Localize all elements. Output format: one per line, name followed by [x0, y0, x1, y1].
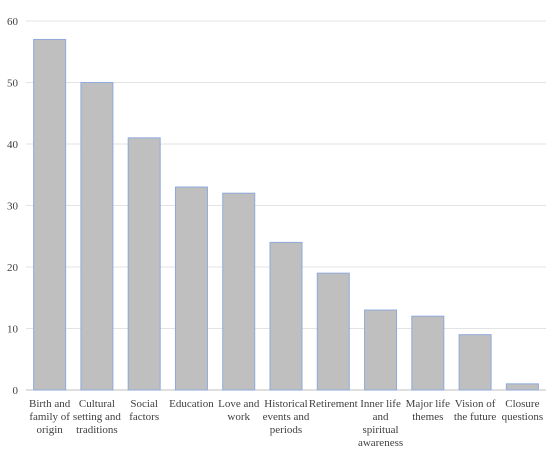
y-tick-label: 50: [7, 78, 19, 90]
bar: [316, 272, 350, 391]
bar: [458, 334, 492, 391]
x-category-label: Historical events and periods: [263, 398, 310, 436]
y-tick-label: 40: [7, 139, 19, 151]
bar: [127, 137, 161, 391]
bar: [269, 241, 303, 391]
y-axis-ticks: 0 10 20 30 40 50 60: [7, 16, 19, 397]
bar: [222, 192, 256, 391]
y-tick-label: 20: [7, 262, 19, 274]
y-tick-label: 30: [7, 201, 19, 213]
x-category-label: Major life themes: [406, 398, 450, 423]
x-category-label: Social factors: [129, 398, 159, 423]
bar: [80, 82, 114, 391]
bars: [33, 38, 539, 391]
bar: [505, 383, 539, 391]
bar: [174, 186, 208, 391]
x-category-label: Love and work: [218, 398, 260, 423]
x-category-label: Inner life and spiritual awareness: [358, 398, 403, 449]
x-category-label: Vision of the future: [454, 398, 497, 423]
y-tick-label: 10: [7, 324, 19, 336]
y-tick-label: 0: [13, 385, 19, 397]
bar: [364, 309, 398, 391]
x-category-label: Retirement: [309, 398, 358, 410]
x-category-label: Birth and family of origin: [29, 398, 71, 436]
x-category-label: Cultural setting and traditions: [73, 398, 121, 436]
bar: [411, 315, 445, 391]
x-category-label: Closure questions: [502, 398, 544, 423]
x-category-label: Education: [169, 398, 214, 410]
y-tick-label: 60: [7, 16, 19, 28]
bar: [33, 38, 67, 391]
